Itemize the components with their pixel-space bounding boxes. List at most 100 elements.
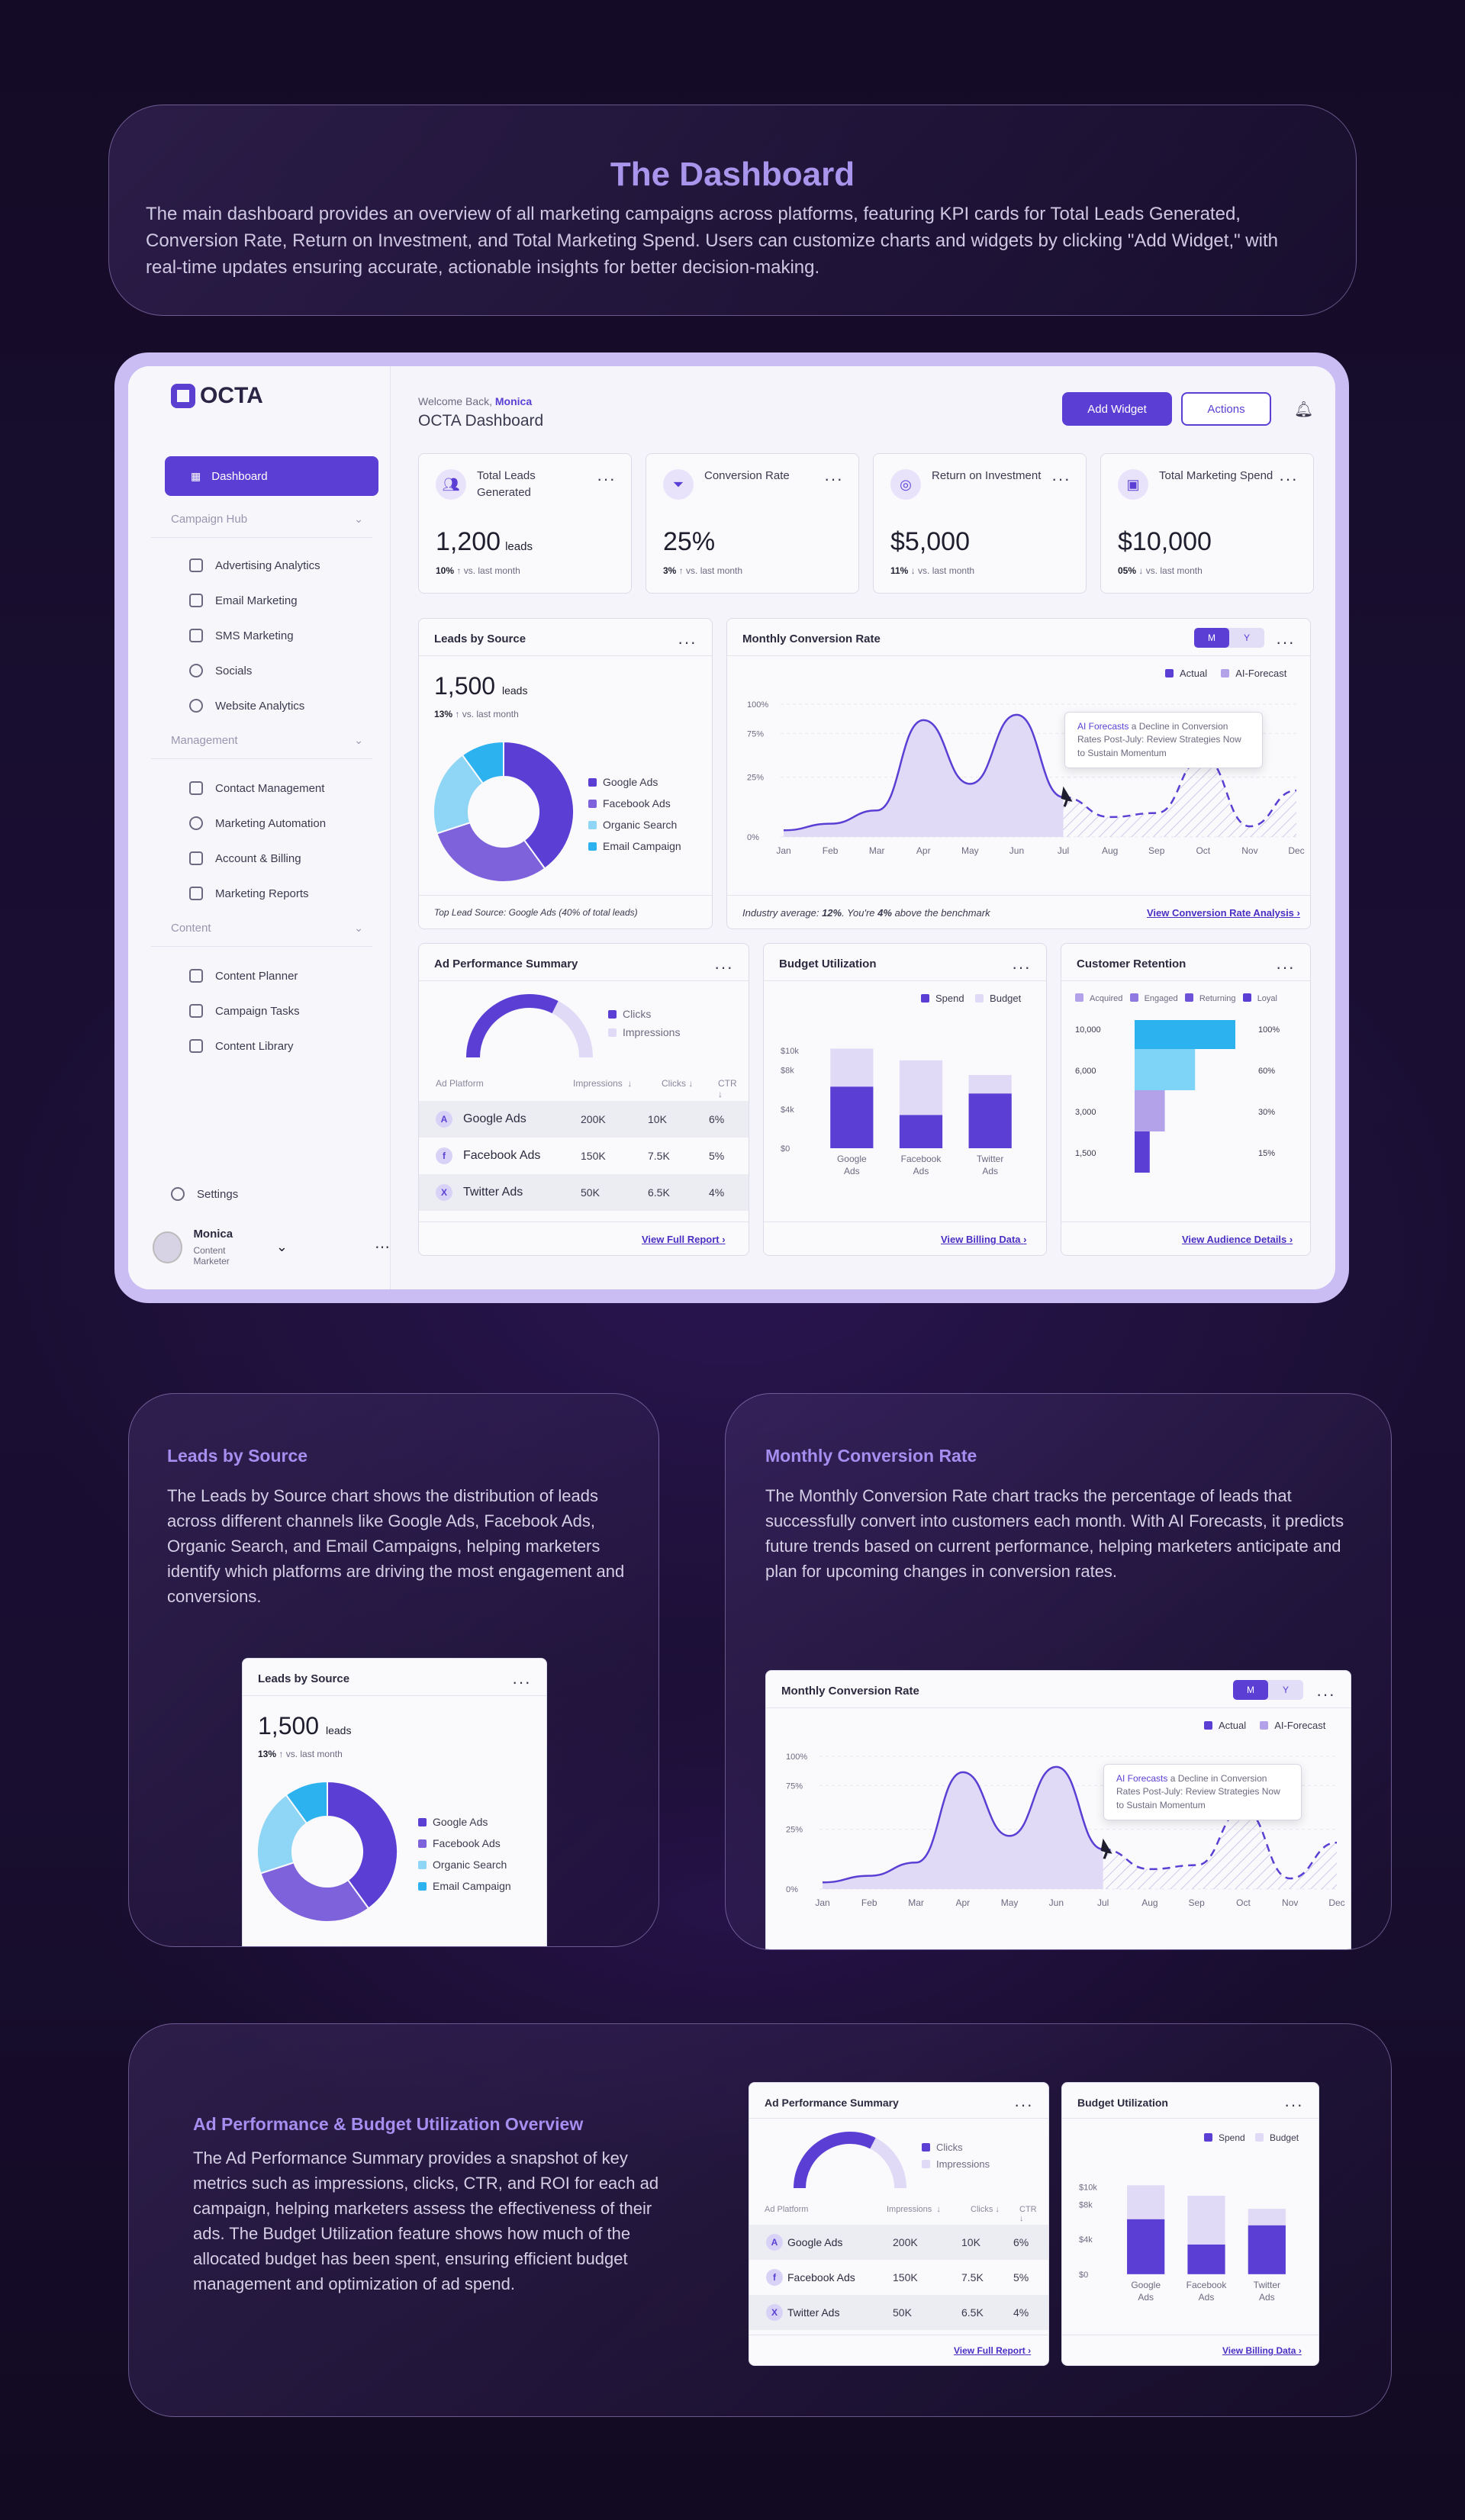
divider bbox=[766, 1707, 1351, 1708]
legend-swatch bbox=[1255, 2133, 1264, 2142]
chevron-down-icon[interactable]: ⌄ bbox=[275, 1239, 288, 1254]
col-platform: Ad Platform bbox=[765, 2205, 809, 2214]
gauge-clicks-arc[interactable] bbox=[794, 2132, 876, 2189]
more-icon[interactable]: ··· bbox=[1284, 2095, 1303, 2114]
funnel-bar[interactable] bbox=[1135, 1049, 1196, 1090]
section-campaign-hub[interactable]: Campaign Hub ⌄ bbox=[171, 513, 371, 526]
col-impressions[interactable]: Impressions ↓ bbox=[573, 1078, 633, 1089]
sidebar-item-content-library[interactable]: Content Library bbox=[189, 1039, 294, 1053]
funnel-bar[interactable] bbox=[1135, 1090, 1165, 1131]
y-tick-label: 25% bbox=[747, 774, 764, 783]
leads-value: 1,500 leads bbox=[434, 672, 527, 700]
col-ctr[interactable]: CTR ↓ bbox=[718, 1078, 737, 1099]
sidebar-item-marketing-automation[interactable]: Marketing Automation bbox=[189, 816, 326, 830]
spend-bar[interactable] bbox=[899, 1115, 943, 1148]
more-icon[interactable]: ··· bbox=[1279, 469, 1298, 488]
table-row[interactable]: X Twitter Ads 50K 6.5K 4% bbox=[749, 2295, 1048, 2330]
sidebar-item-sms-marketing[interactable]: SMS Marketing bbox=[189, 629, 294, 642]
logo: OCTA bbox=[171, 383, 263, 409]
tab-year[interactable]: Y bbox=[1243, 632, 1250, 643]
funnel-bar[interactable] bbox=[1135, 1020, 1235, 1049]
spend-bar[interactable] bbox=[830, 1086, 874, 1148]
table-row[interactable]: A Google Ads 200K 10K 6% bbox=[419, 1101, 749, 1138]
delta-value: 05% bbox=[1118, 565, 1137, 576]
tab-month[interactable]: M bbox=[1194, 628, 1229, 648]
more-icon[interactable]: ··· bbox=[1276, 632, 1295, 652]
tab-year[interactable]: Y bbox=[1282, 1685, 1289, 1695]
kpi-title: Conversion Rate bbox=[704, 469, 790, 482]
sidebar-item-contact-management[interactable]: Contact Management bbox=[189, 781, 324, 795]
view-full-report-link[interactable]: View Full Report › bbox=[954, 2345, 1031, 2356]
more-icon[interactable]: ⋯ bbox=[375, 1239, 390, 1256]
legend-clicks: Clicks bbox=[623, 1008, 652, 1020]
spend-bar[interactable] bbox=[1187, 2244, 1225, 2274]
spend-bar[interactable] bbox=[1248, 2225, 1286, 2274]
legend-swatch bbox=[1221, 669, 1230, 677]
col-ctr[interactable]: CTR ↓ bbox=[1019, 2205, 1037, 2223]
money-icon: ▣ bbox=[1118, 469, 1148, 500]
bell-icon[interactable]: 🔔︎ bbox=[1294, 401, 1314, 418]
view-audience-link[interactable]: View Audience Details › bbox=[1182, 1234, 1293, 1245]
table-row[interactable]: f Facebook Ads 150K 7.5K 5% bbox=[419, 1138, 749, 1174]
table-row[interactable]: A Google Ads 200K 10K 6% bbox=[749, 2225, 1048, 2260]
arrow-icon: ↑ bbox=[279, 1749, 284, 1759]
col-impressions[interactable]: Impressions ↓ bbox=[887, 2205, 941, 2214]
more-icon[interactable]: ··· bbox=[1051, 469, 1071, 488]
section-content[interactable]: Content ⌄ bbox=[171, 922, 371, 935]
sidebar-item-content-planner[interactable]: Content Planner bbox=[189, 969, 298, 983]
actions-button[interactable]: Actions bbox=[1181, 392, 1271, 426]
add-widget-button[interactable]: Add Widget bbox=[1062, 392, 1172, 426]
donut-slice[interactable] bbox=[259, 1861, 370, 1923]
sidebar-item-settings[interactable]: Settings bbox=[171, 1187, 238, 1201]
more-icon[interactable]: ··· bbox=[1012, 957, 1031, 977]
sidebar-item-account-billing[interactable]: Account & Billing bbox=[189, 851, 301, 865]
more-icon[interactable]: ··· bbox=[1014, 2095, 1033, 2114]
spend-bar[interactable] bbox=[1127, 2219, 1165, 2274]
kpi-card: 👥︎ Total Leads Generated ··· 1,200 leads 10% … bbox=[418, 453, 632, 594]
gauge-impressions-arc[interactable] bbox=[870, 2138, 906, 2189]
x-tick-label: Aug bbox=[1102, 845, 1118, 856]
x-tick-label: Ads bbox=[1199, 2292, 1215, 2303]
y-tick-label: 10,000 bbox=[1075, 1025, 1101, 1035]
table-row[interactable]: f Facebook Ads 150K 7.5K 5% bbox=[749, 2260, 1048, 2295]
view-full-report-link[interactable]: View Full Report › bbox=[642, 1234, 726, 1245]
sidebar-item-website-analytics[interactable]: Website Analytics bbox=[189, 699, 304, 713]
more-icon[interactable]: ··· bbox=[1316, 1685, 1335, 1704]
view-billing-link[interactable]: View Billing Data › bbox=[941, 1234, 1026, 1245]
more-icon[interactable]: ··· bbox=[678, 632, 697, 652]
tab-month[interactable]: M bbox=[1233, 1680, 1268, 1700]
section-management[interactable]: Management ⌄ bbox=[171, 734, 371, 747]
more-icon[interactable]: ··· bbox=[714, 957, 733, 977]
gauge-impressions-arc[interactable] bbox=[552, 1001, 593, 1058]
spend-bar[interactable] bbox=[968, 1093, 1012, 1148]
gauge-clicks-arc[interactable] bbox=[466, 994, 559, 1058]
more-icon[interactable]: ··· bbox=[1276, 957, 1295, 977]
sidebar-item-socials[interactable]: Socials bbox=[189, 664, 252, 677]
hero-panel: The Dashboard The main dashboard provide… bbox=[108, 105, 1357, 316]
panel-title: Monthly Conversion Rate bbox=[765, 1446, 977, 1466]
more-icon[interactable]: ··· bbox=[597, 469, 616, 488]
x-tick-label: Mar bbox=[908, 1897, 924, 1908]
donut-slice[interactable] bbox=[461, 740, 504, 785]
view-billing-link[interactable]: View Billing Data › bbox=[1222, 2345, 1302, 2356]
more-icon[interactable]: ··· bbox=[512, 1672, 531, 1691]
col-clicks[interactable]: Clicks ↓ bbox=[662, 1078, 694, 1089]
user-profile[interactable]: Monica Content Marketer ⌄ ⋯ bbox=[153, 1228, 390, 1266]
sidebar-item-campaign-tasks[interactable]: Campaign Tasks bbox=[189, 1004, 300, 1018]
sidebar-item-advertising-analytics[interactable]: Advertising Analytics bbox=[189, 558, 320, 572]
hero-description: The main dashboard provides an overview … bbox=[146, 204, 1278, 278]
ad-gauge-chart bbox=[466, 994, 593, 1058]
more-icon[interactable]: ··· bbox=[824, 469, 843, 488]
donut-slice[interactable] bbox=[503, 740, 575, 870]
sidebar-item-marketing-reports[interactable]: Marketing Reports bbox=[189, 887, 309, 900]
funnel-bar[interactable] bbox=[1135, 1131, 1150, 1173]
donut-slice[interactable] bbox=[285, 1780, 328, 1825]
divider bbox=[1061, 980, 1310, 981]
sidebar-item-email-marketing[interactable]: Email Marketing bbox=[189, 594, 298, 607]
table-row[interactable]: X Twitter Ads 50K 6.5K 4% bbox=[419, 1174, 749, 1211]
view-conversion-link[interactable]: View Conversion Rate Analysis › bbox=[1147, 907, 1300, 919]
donut-slice[interactable] bbox=[436, 821, 546, 883]
donut-slice[interactable] bbox=[327, 1780, 398, 1910]
sidebar-item-dashboard[interactable]: ▦ Dashboard bbox=[165, 456, 378, 496]
col-clicks[interactable]: Clicks ↓ bbox=[971, 2205, 1000, 2214]
